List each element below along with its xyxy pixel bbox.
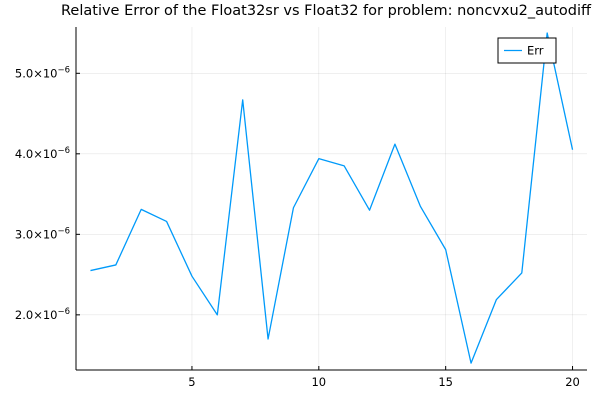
legend-box [497, 37, 557, 64]
data-point [115, 264, 117, 266]
data-point [191, 275, 193, 277]
series-line-err [90, 32, 574, 364]
y-tick-label: 3.0×10−6 [15, 226, 70, 241]
data-point [140, 208, 142, 210]
data-point [470, 362, 472, 364]
x-tick-label: 15 [438, 375, 453, 389]
grid [76, 27, 587, 370]
data-point [571, 149, 573, 151]
data-point [165, 220, 167, 222]
data-point [419, 205, 421, 207]
legend-label: Err [527, 44, 544, 58]
data-point [546, 32, 548, 34]
data-point [343, 165, 345, 167]
y-tick-label: 2.0×10−6 [15, 307, 70, 322]
y-tick-label: 4.0×10−6 [15, 146, 70, 161]
chart-title: Relative Error of the Float32sr vs Float… [61, 3, 592, 19]
axes [75, 27, 587, 371]
data-point [394, 143, 396, 145]
data-point [292, 207, 294, 209]
data-point [368, 209, 370, 211]
y-tick-label: 5.0×10−6 [15, 65, 70, 80]
data-point [444, 248, 446, 250]
data-point [495, 298, 497, 300]
data-point [318, 157, 320, 159]
x-tick-label: 10 [311, 375, 326, 389]
tick-labels: 5 10 15 20 2.0×10−6 3.0×10−6 4.0×10−6 5.0×10−6 [15, 65, 580, 389]
data-point [89, 269, 91, 271]
data-point [241, 99, 243, 101]
data-point [216, 314, 218, 316]
legend: Err [497, 37, 557, 64]
data-point [521, 272, 523, 274]
series-lines [89, 32, 574, 364]
x-tick-label: 5 [188, 375, 195, 389]
data-point [267, 338, 269, 340]
x-tick-label: 20 [565, 375, 580, 389]
